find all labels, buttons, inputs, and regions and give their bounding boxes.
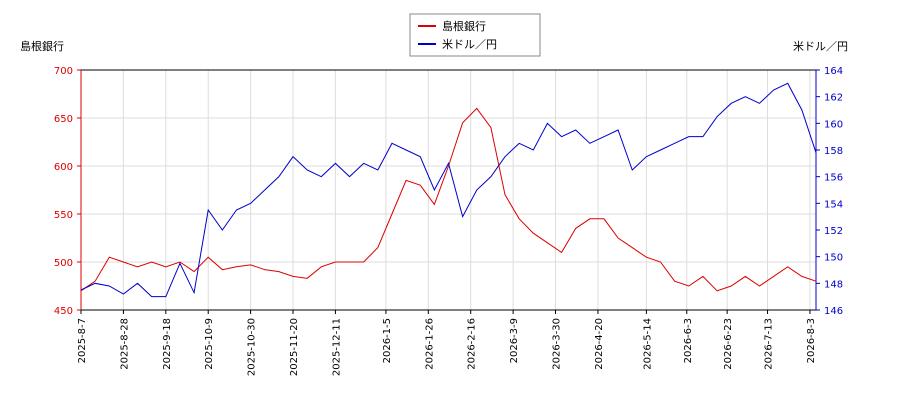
y2-tick-label: 158 — [824, 146, 843, 157]
y-tick-label: 500 — [54, 258, 73, 269]
x-tick-label: 2025-10-30 — [247, 318, 258, 376]
series-line — [80, 107, 817, 292]
x-tick-label: 2026-1-5 — [382, 318, 393, 363]
plot-frame — [80, 69, 817, 311]
x-tick-label: 2025-9-18 — [162, 318, 173, 370]
x-tick-label: 2026-5-14 — [642, 318, 653, 370]
legend-box — [409, 13, 541, 57]
x-tick-label: 2026-2-16 — [467, 318, 478, 370]
x-tick-label: 2026-3-9 — [509, 318, 520, 363]
y2-axis-label: 米ドル／円 — [793, 40, 848, 53]
y-tick-label: 650 — [54, 114, 73, 125]
x-tick-label: 2026-3-30 — [552, 318, 563, 370]
y2-tick-label: 160 — [824, 119, 843, 130]
y-tick-label: 450 — [54, 306, 73, 317]
x-tick-label: 2025-11-20 — [289, 318, 300, 376]
x-tick-label: 2025-10-9 — [204, 318, 215, 370]
y-tick-label: 700 — [54, 66, 73, 77]
series-line — [80, 82, 817, 298]
legend-label: 島根銀行 — [442, 19, 486, 33]
x-tick-label: 2025-8-7 — [77, 318, 88, 363]
y-tick-label: 600 — [54, 162, 73, 173]
legend-label: 米ドル／円 — [442, 38, 497, 51]
x-tick-label: 2026-6-3 — [683, 318, 694, 363]
x-tick-label: 2026-6-23 — [723, 318, 734, 370]
y2-tick-label: 148 — [824, 279, 843, 290]
y-tick-label: 550 — [54, 210, 73, 221]
y2-tick-label: 156 — [824, 173, 843, 184]
x-tick-label: 2026-8-3 — [806, 318, 817, 363]
y2-tick-label: 150 — [824, 253, 843, 264]
x-tick-label: 2026-7-13 — [764, 318, 775, 370]
y2-tick-label: 154 — [824, 199, 843, 210]
y2-tick-label: 164 — [824, 66, 843, 77]
y2-tick-label: 146 — [824, 306, 843, 317]
x-tick-label: 2025-8-28 — [119, 318, 130, 370]
y-axis-label: 島根銀行 — [20, 39, 64, 53]
y2-tick-label: 152 — [824, 226, 843, 237]
x-tick-label: 2026-4-20 — [594, 318, 605, 370]
x-tick-label: 2025-12-11 — [331, 318, 342, 376]
x-tick-label: 2026-1-26 — [424, 318, 435, 370]
y2-tick-label: 162 — [824, 93, 843, 104]
